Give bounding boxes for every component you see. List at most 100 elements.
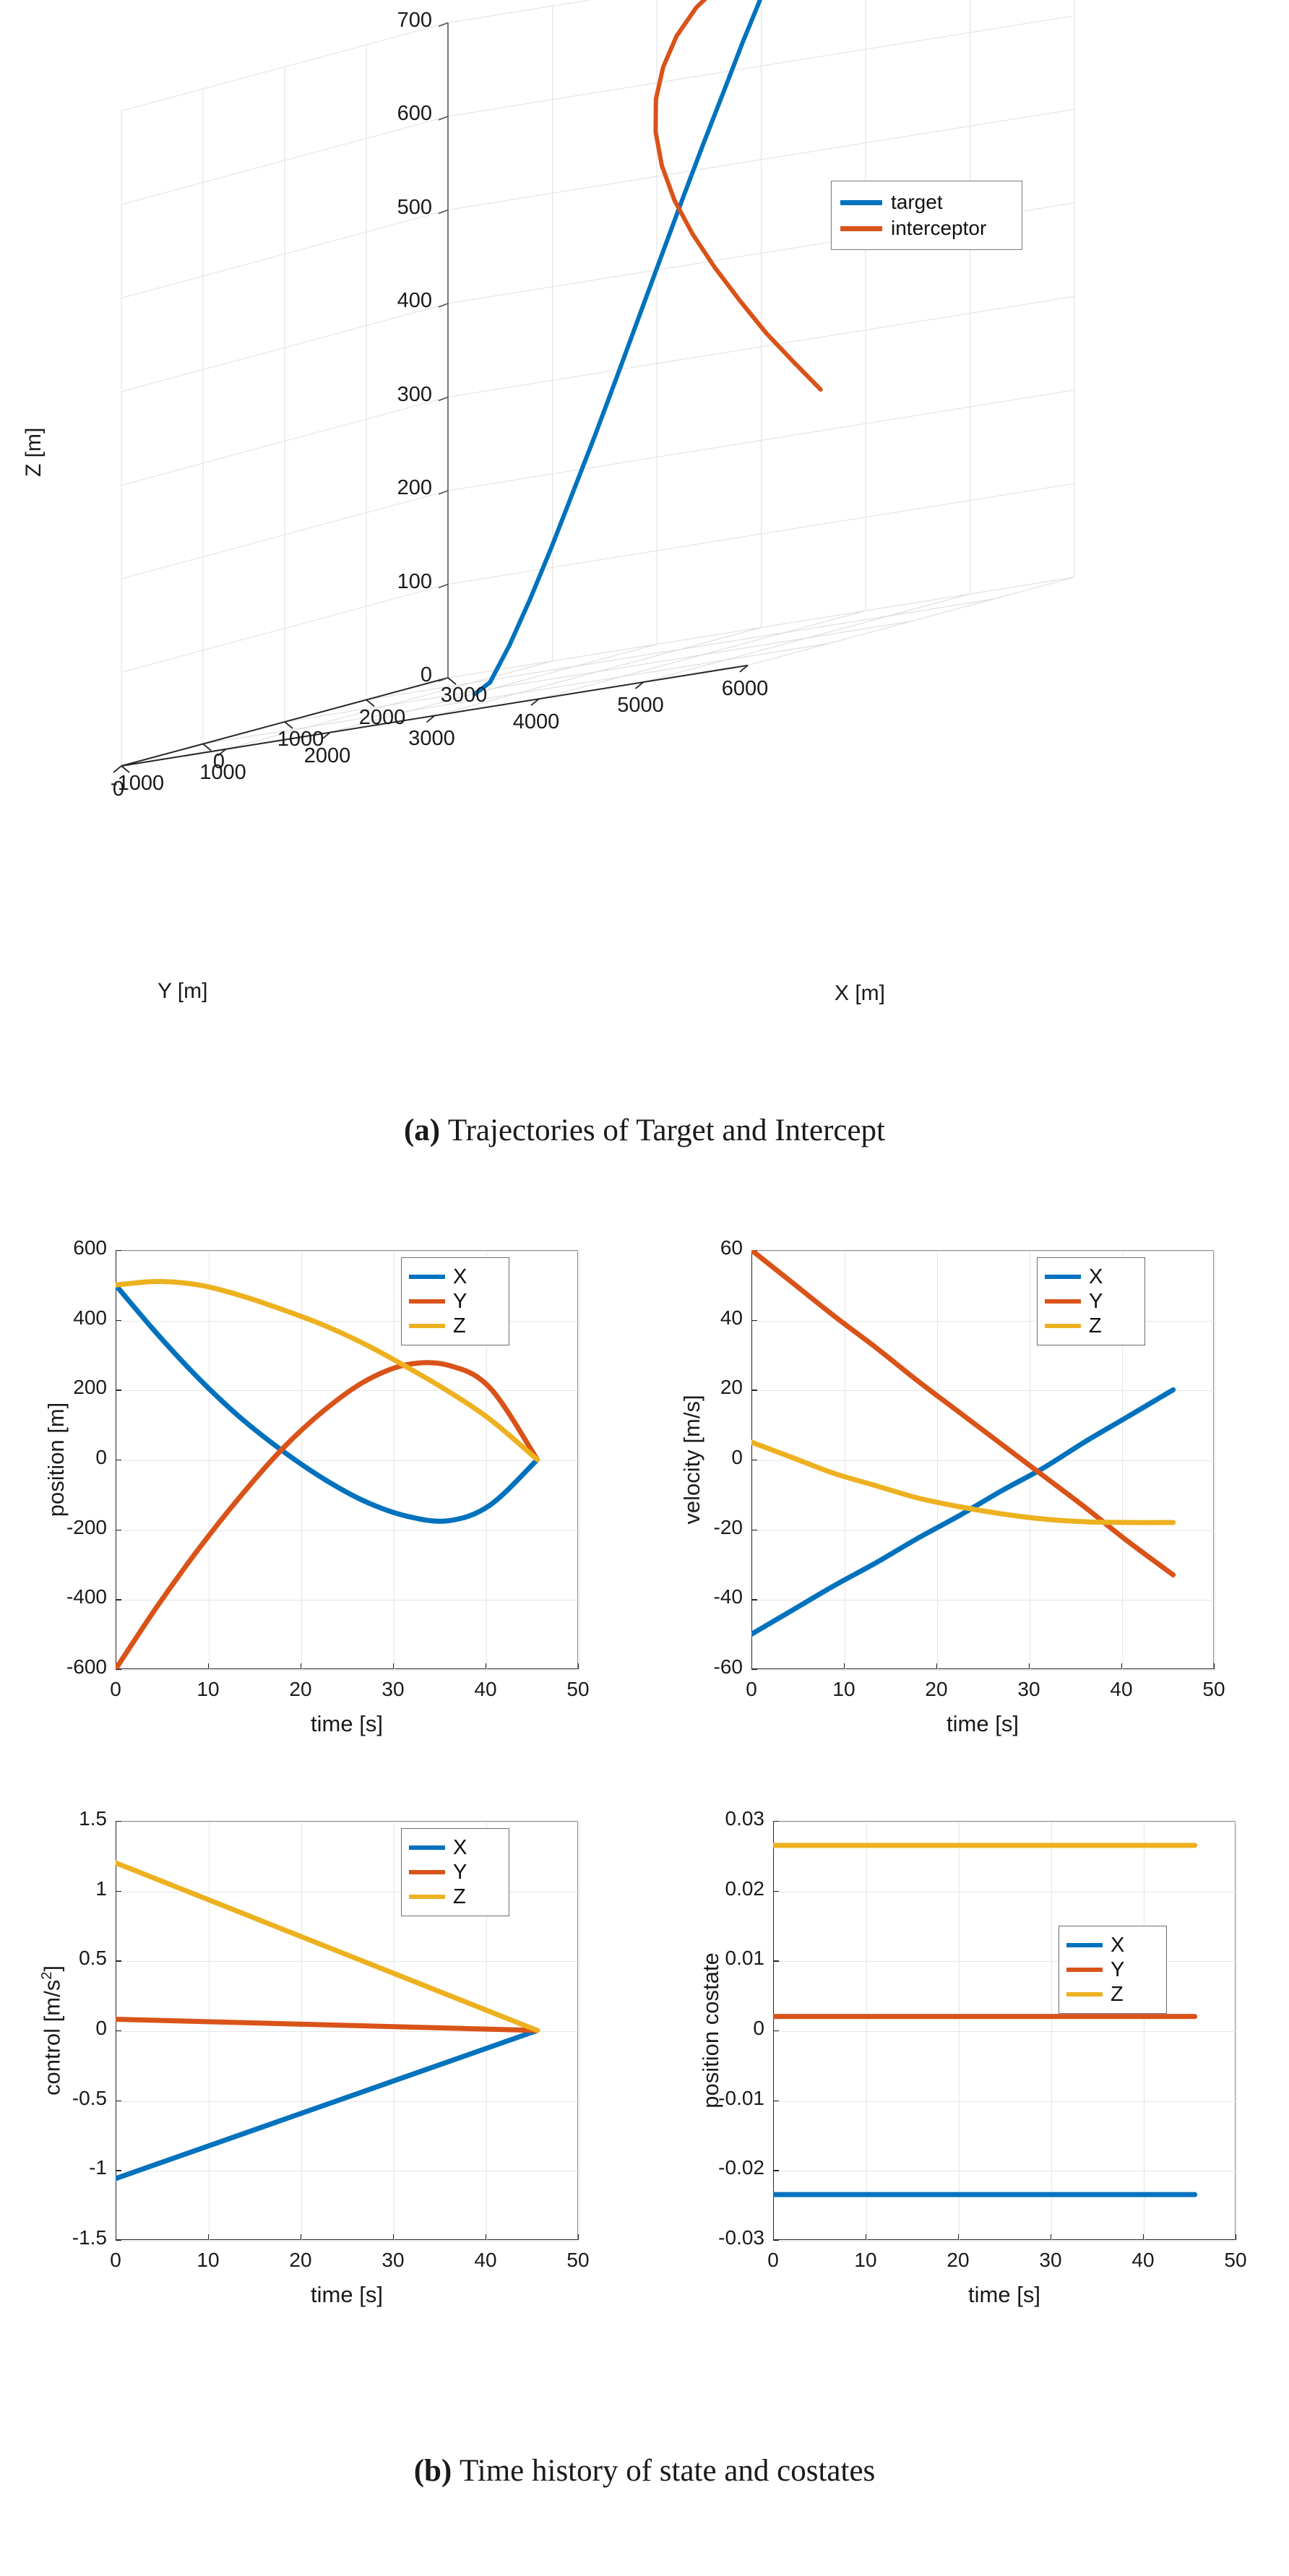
x-tickmark xyxy=(393,2234,395,2240)
series-line-Z xyxy=(116,1860,540,2033)
legend-item-Z[interactable]: Z xyxy=(409,1884,499,1909)
legend-item-Y[interactable]: Y xyxy=(409,1860,499,1884)
y-tick-label: -0.5 xyxy=(72,2086,107,2109)
z-axis-label: Z [m] xyxy=(22,427,46,477)
position-costate-y-axis-label: position costate xyxy=(698,1952,723,2108)
x-tick-label: 50 xyxy=(1224,2249,1247,2271)
legend-item-X[interactable]: X xyxy=(1045,1265,1134,1289)
gridline-horizontal xyxy=(752,1390,1215,1392)
gridline-horizontal xyxy=(752,1670,1215,1671)
gridline-horizontal xyxy=(752,1251,1215,1252)
gridline-horizontal xyxy=(116,2031,579,2032)
legend-label-Y: Y xyxy=(453,1860,467,1884)
legend-swatch-Y xyxy=(409,1299,445,1304)
gridline-horizontal xyxy=(774,2101,1236,2102)
legend-label-X: X xyxy=(1089,1265,1103,1288)
y-axis-label: Y [m] xyxy=(158,979,208,1003)
y-tickmark xyxy=(116,1319,121,1321)
y-tickmark xyxy=(751,1669,757,1671)
y-tick-label: -200 xyxy=(66,1515,107,1538)
y-tick-label: 0.03 xyxy=(725,1807,765,1830)
gridline-horizontal xyxy=(116,1460,579,1461)
legend-swatch-Z xyxy=(409,1324,445,1328)
legend-swatch-X xyxy=(409,1275,445,1279)
z-tick-400: 400 xyxy=(397,289,432,312)
series-line-X xyxy=(116,1282,540,1524)
legend-item-Y[interactable]: Y xyxy=(409,1289,499,1314)
z-tick-600: 600 xyxy=(397,102,432,125)
x-tickmark xyxy=(773,2234,775,2240)
x-tick-label: 50 xyxy=(1202,1678,1225,1700)
legend-item-Y[interactable]: Y xyxy=(1066,1957,1156,1982)
y-tickmark xyxy=(773,2170,779,2171)
velocity-x-axis-label: time [s] xyxy=(947,1711,1019,1736)
x-tick-label: 20 xyxy=(289,2249,312,2271)
legend-label-Z: Z xyxy=(453,1314,466,1337)
x-tick-label: 30 xyxy=(381,1678,405,1700)
trajectory-3d-plot: Z [m] Y [m] X [m] target interceptor 0 10… xyxy=(0,0,1289,1055)
legend-item-X[interactable]: X xyxy=(409,1835,499,1860)
x-tick-label: 20 xyxy=(289,1678,312,1700)
z-tick-700: 700 xyxy=(397,8,432,32)
position-costate-data-canvas xyxy=(773,1843,1198,2197)
legend-item-Z[interactable]: Z xyxy=(1045,1314,1134,1338)
y-tick-label: -600 xyxy=(66,1655,107,1678)
z-tick-200: 200 xyxy=(397,476,432,499)
x-tickmark xyxy=(1121,1663,1123,1669)
gridline-horizontal xyxy=(774,1961,1236,1963)
legend-item-interceptor[interactable]: interceptor xyxy=(840,215,1010,241)
legend-swatch-interceptor xyxy=(840,225,882,231)
gridline-horizontal xyxy=(116,1670,579,1671)
y-tick-label: 0.01 xyxy=(725,1947,765,1970)
x-tickmark xyxy=(578,2234,579,2240)
position-y-axis-label: position [m] xyxy=(43,1402,69,1517)
gridline-horizontal xyxy=(752,1600,1215,1601)
legend-label-Z: Z xyxy=(1089,1314,1102,1337)
legend-swatch-Y xyxy=(409,1870,445,1874)
legend-label-Z: Z xyxy=(1111,1982,1124,2006)
legend-item-Z[interactable]: Z xyxy=(409,1314,499,1338)
caption-b-marker: (b) xyxy=(413,2454,452,2488)
x-tick-label: 40 xyxy=(474,1678,497,1700)
gridline-horizontal xyxy=(774,2031,1236,2032)
legend-item-Y[interactable]: Y xyxy=(1045,1289,1134,1314)
gridline-horizontal xyxy=(116,1320,579,1322)
x-tick-label: 30 xyxy=(1039,2249,1062,2271)
y-tickmark xyxy=(773,2240,779,2241)
y-tick-3000: 3000 xyxy=(440,684,488,707)
x-tick-1000: 1000 xyxy=(199,760,246,784)
gridline-horizontal xyxy=(752,1530,1215,1531)
legend-item-Z[interactable]: Z xyxy=(1066,1982,1156,2007)
y-tickmark xyxy=(116,1599,121,1601)
legend-item-X[interactable]: X xyxy=(409,1265,499,1289)
y-tick-label: -0.03 xyxy=(718,2226,764,2249)
legend-item-target[interactable]: target xyxy=(840,189,1010,215)
velocity-y-axis-label: velocity [m/s] xyxy=(679,1395,704,1525)
y-tickmark xyxy=(773,2030,779,2032)
legend-swatch-Z xyxy=(1045,1324,1081,1328)
trajectory-legend[interactable]: target interceptor xyxy=(831,181,1022,250)
y-tickmark xyxy=(773,1821,779,1822)
x-tick-label: 0 xyxy=(767,2249,779,2271)
x-tick-label: 40 xyxy=(474,2249,497,2271)
x-tick-label: 10 xyxy=(197,1678,220,1700)
y-tick-label: -20 xyxy=(713,1515,743,1538)
z-tick-0: 0 xyxy=(420,663,432,686)
x-tick-3000: 3000 xyxy=(408,727,455,751)
legend-label-X: X xyxy=(1111,1933,1125,1957)
legend-label-X: X xyxy=(453,1835,467,1859)
x-tick-label: 0 xyxy=(110,1678,121,1700)
caption-a: (a) Trajectories of Target and Intercept xyxy=(0,1113,1289,1148)
y-tick-label: 20 xyxy=(720,1376,743,1399)
legend-item-X[interactable]: X xyxy=(1066,1933,1156,1957)
x-tick-label: 30 xyxy=(381,2249,405,2271)
x-tickmark xyxy=(208,2234,210,2240)
series-line-Y xyxy=(751,1250,1176,1577)
legend-swatch-Z xyxy=(409,1895,445,1899)
gridline-horizontal xyxy=(752,1320,1215,1322)
x-tickmark xyxy=(844,1663,845,1669)
